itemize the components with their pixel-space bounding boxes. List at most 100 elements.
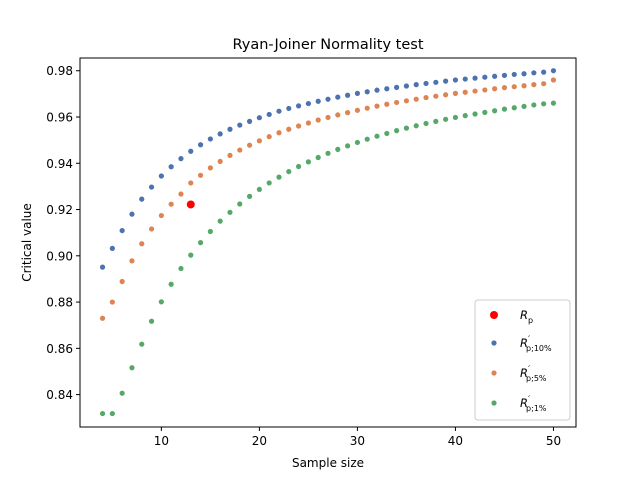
data-point	[139, 341, 145, 347]
data-point	[501, 106, 508, 112]
data-point	[237, 201, 243, 207]
data-point	[492, 73, 498, 79]
plot-area	[79, 57, 577, 428]
x-tick-label: 20	[252, 434, 267, 448]
legend-marker	[491, 340, 497, 346]
data-point	[188, 148, 194, 154]
data-point	[256, 186, 262, 193]
data-point	[472, 111, 478, 117]
data-point	[237, 122, 243, 128]
data-point	[354, 139, 361, 146]
data-point	[286, 168, 292, 175]
data-point	[403, 83, 410, 89]
legend-marker	[491, 370, 497, 376]
data-point	[129, 365, 135, 371]
data-point	[492, 86, 498, 92]
data-point	[541, 81, 547, 87]
data-point	[197, 172, 204, 178]
data-point	[462, 89, 468, 95]
data-point	[256, 115, 262, 121]
data-point	[325, 96, 331, 102]
data-point	[217, 158, 223, 165]
data-point	[452, 114, 459, 121]
legend-item: R′ p;1%	[491, 395, 547, 413]
y-tick-label: 0.90	[46, 249, 73, 263]
data-point	[148, 318, 155, 324]
data-point	[295, 103, 302, 109]
data-point	[511, 71, 517, 78]
data-point	[256, 138, 262, 144]
data-point	[207, 228, 213, 235]
data-point	[315, 154, 321, 161]
data-point	[266, 134, 272, 140]
data-point	[345, 110, 351, 116]
data-point	[197, 240, 204, 246]
data-point	[433, 79, 439, 85]
legend: Rp R′ p;10% R′ p;5% R′ p;1%	[474, 299, 571, 421]
data-point	[178, 191, 184, 197]
data-point	[168, 281, 174, 287]
x-tick-label: 30	[350, 434, 365, 448]
data-point	[276, 130, 282, 136]
data-point	[217, 218, 223, 224]
data-point	[384, 101, 390, 107]
x-tick-label: 40	[448, 434, 463, 448]
data-point	[423, 80, 429, 87]
data-point	[109, 299, 115, 305]
data-point	[501, 85, 508, 91]
data-point	[452, 77, 459, 83]
data-point	[227, 209, 233, 215]
data-point	[511, 84, 517, 90]
data-point	[158, 299, 164, 305]
series-0	[186, 200, 195, 209]
data-point	[345, 92, 351, 98]
legend-marker	[491, 400, 497, 406]
data-point	[325, 114, 331, 121]
data-point	[452, 90, 459, 96]
data-point	[374, 103, 380, 109]
data-point	[186, 200, 195, 209]
data-point	[394, 84, 400, 90]
data-point	[403, 125, 410, 131]
x-tick-label: 50	[546, 434, 561, 448]
data-point	[197, 142, 204, 148]
legend-item: R′ p;10%	[491, 335, 552, 353]
data-point	[433, 118, 439, 124]
data-point	[305, 100, 311, 107]
data-point	[139, 241, 145, 247]
data-point	[246, 118, 253, 124]
data-point	[472, 88, 478, 94]
data-point	[364, 136, 370, 142]
data-point	[148, 226, 155, 232]
data-point	[521, 103, 527, 109]
data-point	[462, 76, 468, 82]
data-point	[384, 130, 390, 137]
data-point	[178, 265, 184, 272]
data-point	[276, 174, 282, 180]
data-point	[227, 152, 233, 158]
data-point	[550, 68, 557, 74]
data-point	[541, 101, 547, 107]
data-point	[305, 120, 311, 126]
data-point	[266, 180, 272, 186]
data-point	[521, 83, 527, 89]
data-point	[541, 69, 547, 75]
data-point	[119, 227, 125, 234]
chart-title: Ryan-Joiner Normality test	[232, 37, 423, 53]
legend-item: Rp	[490, 308, 533, 325]
data-markers	[99, 68, 557, 417]
y-axis-label: Critical value	[20, 203, 34, 282]
data-point	[354, 90, 361, 96]
data-point	[276, 108, 282, 114]
x-axis: 10 20 30 40 50	[154, 427, 561, 448]
data-point	[403, 98, 410, 104]
y-tick-label: 0.98	[46, 64, 73, 78]
legend-label: R′ p;10%	[520, 335, 552, 353]
data-point	[139, 196, 145, 202]
data-point	[227, 126, 233, 132]
x-axis-label: Sample size	[292, 456, 364, 470]
data-point	[521, 71, 527, 77]
legend-label: R′ p;5%	[520, 365, 547, 383]
data-point	[374, 133, 380, 139]
